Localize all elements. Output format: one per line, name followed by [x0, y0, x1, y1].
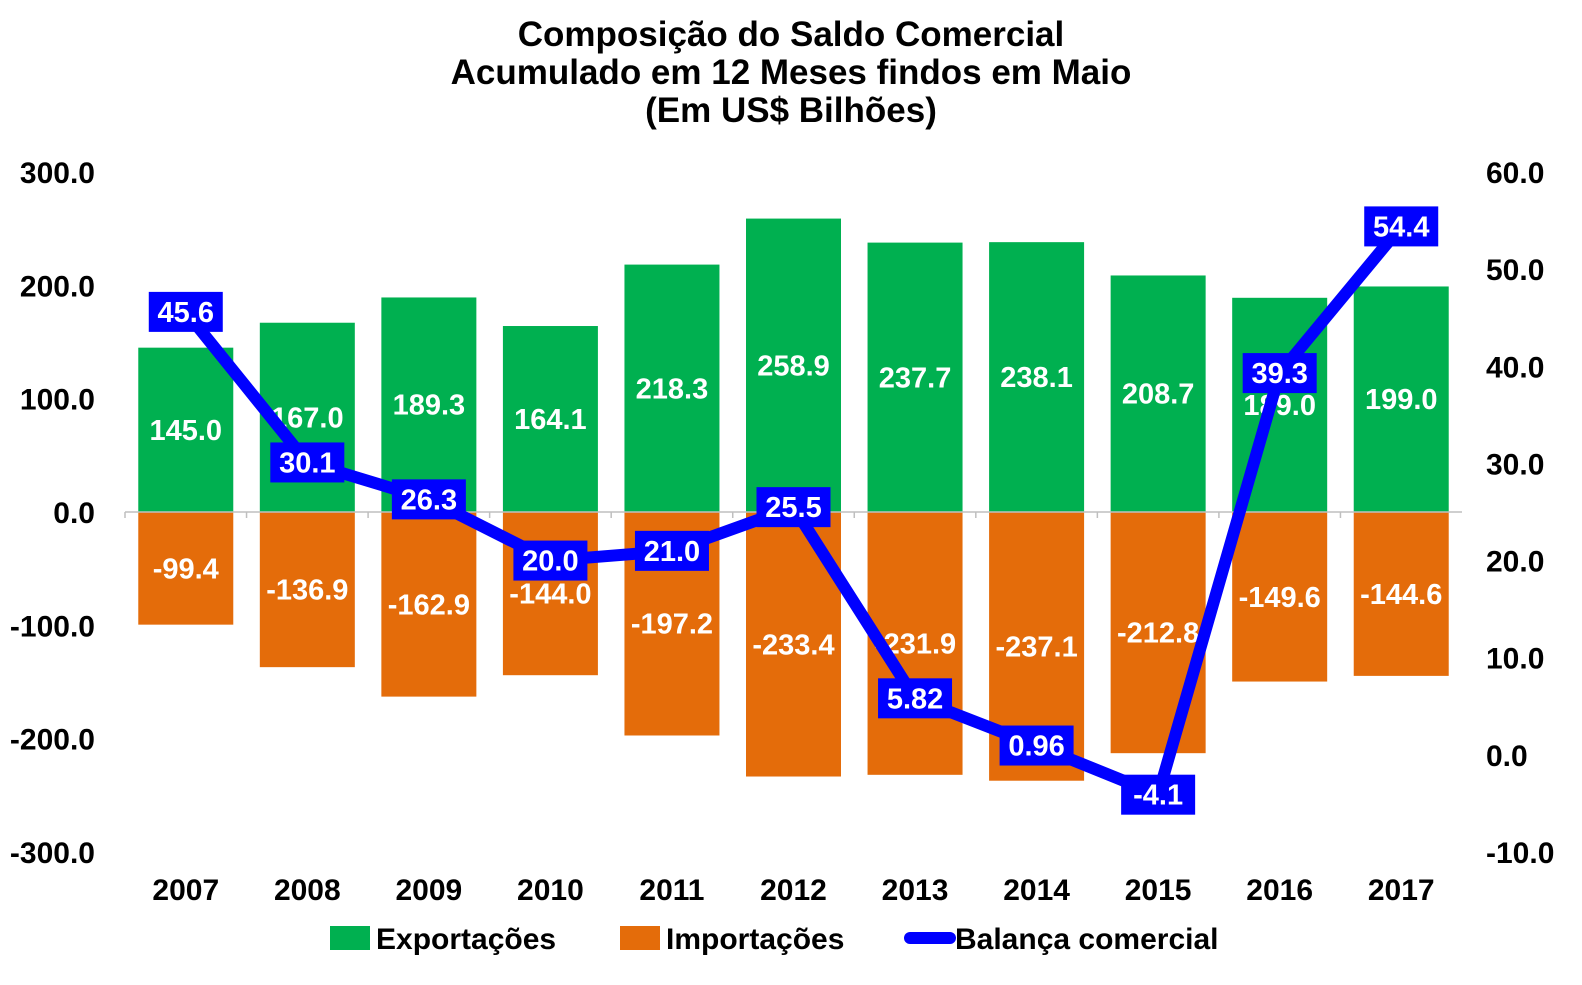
- left-axis-tick: -200.0: [10, 724, 95, 757]
- balance-value-box: [148, 291, 223, 332]
- right-axis-tick: 60.0: [1486, 157, 1544, 190]
- legend-label-importacoes: Importações: [666, 923, 844, 956]
- export-value-label: 218.3: [636, 373, 709, 405]
- x-axis-category-label: 2013: [882, 874, 949, 907]
- chart-title-block: Composição do Saldo Comercial Acumulado …: [0, 16, 1582, 130]
- legend-swatch-exportacoes: [330, 926, 370, 950]
- balance-value-label: -4.1: [1133, 780, 1183, 812]
- balance-value-label: 30.1: [279, 447, 335, 479]
- left-axis-tick: -100.0: [10, 610, 95, 643]
- export-value-label: 189.0: [1243, 390, 1316, 422]
- x-axis-category-label: 2017: [1368, 874, 1435, 907]
- balance-value-box: [1242, 353, 1317, 394]
- balance-value-box: [391, 479, 466, 520]
- export-value-label: 164.1: [514, 404, 587, 436]
- import-value-label: -212.8: [1117, 618, 1199, 650]
- export-bar: [867, 242, 963, 512]
- x-axis-category-label: 2011: [639, 874, 704, 907]
- export-bar: [1110, 275, 1206, 512]
- import-bar: [1110, 512, 1206, 754]
- x-axis-category-label: 2009: [395, 874, 462, 907]
- balance-value-box: [1121, 774, 1196, 815]
- legend-label-balanca: Balança comercial: [955, 923, 1218, 956]
- x-axis-category-label: 2010: [517, 874, 584, 907]
- import-bar: [259, 512, 355, 668]
- x-axis-category-label: 2015: [1125, 874, 1192, 907]
- import-bar: [1232, 512, 1328, 682]
- left-axis-tick: 200.0: [20, 270, 95, 303]
- export-bar: [138, 347, 234, 512]
- export-bar: [624, 264, 720, 512]
- x-axis-category-label: 2008: [274, 874, 341, 907]
- balance-value-label: 39.3: [1251, 358, 1307, 390]
- left-axis-tick: 100.0: [20, 384, 95, 417]
- export-value-label: 199.0: [1365, 384, 1438, 416]
- import-value-label: -99.4: [153, 553, 219, 585]
- x-axis-category-label: 2014: [1003, 874, 1070, 907]
- import-value-label: -233.4: [752, 629, 834, 661]
- export-value-label: 208.7: [1122, 379, 1195, 411]
- import-value-label: -149.6: [1239, 582, 1321, 614]
- export-value-label: 189.3: [393, 390, 466, 422]
- right-axis-tick: 40.0: [1486, 351, 1544, 384]
- export-bar: [502, 326, 598, 512]
- export-bar: [381, 297, 477, 512]
- left-axis-tick: -300.0: [10, 837, 95, 870]
- left-axis-tick: 0.0: [53, 497, 95, 530]
- right-axis-tick: 0.0: [1486, 740, 1528, 773]
- left-axis-tick: 300.0: [20, 157, 95, 190]
- x-axis-category-label: 2012: [760, 874, 827, 907]
- export-value-label: 145.0: [149, 415, 222, 447]
- import-bar: [381, 512, 477, 697]
- export-bar: [989, 242, 1085, 513]
- balance-value-box: [756, 487, 831, 528]
- import-value-label: -162.9: [388, 589, 470, 621]
- export-bar: [1353, 286, 1449, 512]
- balance-value-box: [878, 678, 953, 719]
- chart-title: Composição do Saldo Comercial: [517, 15, 1065, 54]
- right-axis-tick: -10.0: [1486, 837, 1554, 870]
- legend-label-exportacoes: Exportações: [376, 923, 556, 956]
- balance-value-label: 26.3: [401, 484, 457, 516]
- import-bar: [1353, 512, 1449, 676]
- chart-subtitle-units: (Em US$ Bilhões): [645, 91, 937, 130]
- x-axis-category-label: 2016: [1246, 874, 1313, 907]
- balance-value-label: 21.0: [644, 536, 700, 568]
- balance-value-label: 20.0: [522, 546, 578, 578]
- x-axis-category-label: 2007: [152, 874, 219, 907]
- balance-value-label: 54.4: [1373, 211, 1429, 243]
- chart-subtitle: Acumulado em 12 Meses findos em Maio: [450, 53, 1132, 92]
- balance-value-label: 45.6: [158, 297, 214, 329]
- right-axis-tick: 30.0: [1486, 448, 1544, 481]
- legend-swatch-importacoes: [620, 926, 660, 950]
- export-value-label: 237.7: [879, 362, 952, 394]
- balance-value-box: [999, 725, 1074, 766]
- export-value-label: 258.9: [757, 350, 830, 382]
- balance-value-label: 0.96: [1008, 731, 1064, 763]
- import-value-label: -197.2: [631, 609, 713, 641]
- balance-value-label: 25.5: [765, 492, 821, 524]
- import-value-label: -136.9: [266, 575, 348, 607]
- export-bar: [746, 218, 841, 512]
- right-axis-tick: 50.0: [1486, 254, 1544, 287]
- import-value-label: -144.6: [1360, 579, 1442, 611]
- import-value-label: -237.1: [995, 631, 1077, 663]
- balance-value-label: 5.82: [887, 683, 943, 715]
- import-value-label: -144.0: [509, 579, 591, 611]
- right-axis-tick: 20.0: [1486, 546, 1544, 579]
- balance-value-box: [1364, 206, 1439, 247]
- balance-value-box: [270, 442, 345, 483]
- import-bar: [138, 512, 234, 625]
- balance-value-box: [634, 530, 709, 571]
- balance-value-box: [513, 540, 588, 581]
- right-axis-tick: 10.0: [1486, 643, 1544, 676]
- export-value-label: 238.1: [1000, 362, 1073, 394]
